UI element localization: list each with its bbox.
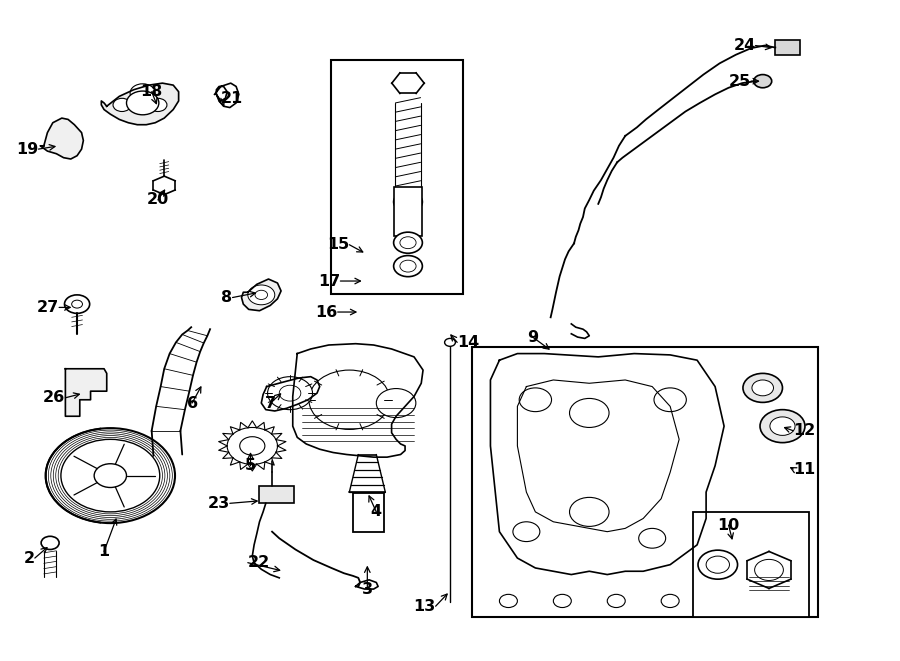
Text: 24: 24 (734, 38, 755, 53)
Circle shape (72, 300, 83, 308)
Circle shape (130, 84, 156, 102)
Circle shape (61, 440, 159, 512)
Text: 11: 11 (793, 461, 815, 477)
Circle shape (65, 295, 90, 313)
Bar (331, 60, 464, 294)
Text: 27: 27 (37, 300, 59, 315)
Circle shape (279, 385, 301, 401)
Circle shape (267, 377, 312, 410)
Text: 26: 26 (43, 390, 66, 405)
Circle shape (570, 399, 609, 428)
Circle shape (393, 191, 422, 212)
Circle shape (309, 370, 390, 430)
Text: 18: 18 (140, 84, 163, 99)
Circle shape (113, 98, 131, 112)
Circle shape (500, 594, 518, 607)
Text: 7: 7 (265, 395, 275, 410)
Text: 20: 20 (147, 192, 169, 208)
Text: 25: 25 (729, 73, 751, 89)
Circle shape (227, 428, 277, 465)
Text: 15: 15 (327, 237, 349, 253)
Text: 16: 16 (315, 305, 338, 319)
Circle shape (393, 232, 422, 253)
Text: 9: 9 (527, 330, 538, 344)
Polygon shape (66, 369, 107, 416)
Text: 3: 3 (362, 582, 373, 597)
Circle shape (752, 380, 773, 396)
Text: 6: 6 (186, 395, 198, 410)
Text: 12: 12 (793, 423, 815, 438)
Circle shape (662, 594, 680, 607)
Bar (353, 493, 384, 531)
Circle shape (376, 389, 416, 418)
Text: 13: 13 (413, 599, 436, 613)
Text: 10: 10 (717, 518, 740, 533)
Circle shape (255, 290, 267, 299)
Circle shape (248, 285, 274, 305)
Bar (472, 347, 818, 617)
Text: 17: 17 (318, 274, 340, 289)
Text: 8: 8 (221, 290, 232, 305)
Circle shape (149, 98, 166, 112)
Circle shape (401, 197, 414, 206)
Circle shape (770, 417, 795, 436)
Circle shape (519, 388, 552, 412)
Text: 14: 14 (457, 335, 480, 350)
Text: 23: 23 (208, 496, 230, 511)
Polygon shape (102, 83, 178, 125)
Circle shape (706, 594, 724, 607)
Circle shape (513, 522, 540, 541)
Circle shape (554, 594, 572, 607)
Polygon shape (40, 118, 84, 159)
Text: 22: 22 (248, 555, 270, 570)
Circle shape (445, 338, 455, 346)
Text: 5: 5 (245, 458, 256, 473)
Circle shape (639, 528, 666, 548)
Circle shape (127, 91, 159, 115)
Circle shape (706, 556, 730, 573)
Circle shape (46, 428, 175, 523)
Circle shape (41, 536, 59, 549)
Bar (775, 40, 800, 55)
Circle shape (570, 497, 609, 526)
Circle shape (760, 410, 805, 443)
Circle shape (754, 559, 783, 580)
Text: 21: 21 (220, 91, 243, 106)
Text: 2: 2 (23, 551, 35, 566)
Text: 19: 19 (16, 141, 39, 157)
Circle shape (654, 388, 687, 412)
Circle shape (753, 75, 771, 88)
Circle shape (400, 237, 416, 249)
Circle shape (94, 464, 127, 487)
Polygon shape (241, 279, 281, 311)
Circle shape (698, 550, 738, 579)
Bar (259, 486, 293, 503)
Circle shape (400, 260, 416, 272)
Bar (693, 512, 809, 617)
Bar (393, 187, 422, 237)
Text: 4: 4 (371, 504, 382, 520)
Circle shape (608, 594, 625, 607)
Circle shape (239, 437, 265, 455)
Circle shape (742, 373, 782, 403)
Text: 1: 1 (98, 544, 110, 559)
Circle shape (393, 256, 422, 277)
